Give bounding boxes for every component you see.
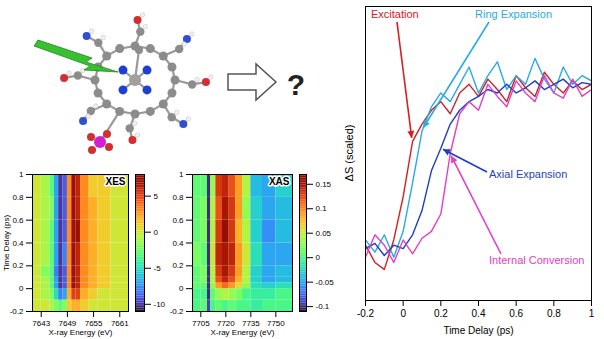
svg-text:-0.05: -0.05 xyxy=(316,278,335,287)
svg-text:X-ray Energy (eV): X-ray Energy (eV) xyxy=(210,328,274,337)
svg-text:7643: 7643 xyxy=(32,319,51,329)
svg-text:0.6: 0.6 xyxy=(12,216,24,225)
svg-text:0: 0 xyxy=(316,253,321,262)
svg-text:-10: -10 xyxy=(154,300,166,309)
svg-text:0.8: 0.8 xyxy=(172,193,184,202)
svg-text:0: 0 xyxy=(179,284,184,293)
svg-text:7720: 7720 xyxy=(216,319,235,329)
svg-text:0: 0 xyxy=(154,228,159,237)
svg-text:1: 1 xyxy=(19,170,24,179)
svg-text:0.4: 0.4 xyxy=(472,308,486,319)
svg-text:Ring Expansion: Ring Expansion xyxy=(475,8,552,20)
svg-text:-0.2: -0.2 xyxy=(10,307,24,316)
svg-text:XES: XES xyxy=(105,176,125,187)
svg-text:ΔS (scaled): ΔS (scaled) xyxy=(343,125,355,182)
svg-text:0.6: 0.6 xyxy=(172,216,184,225)
svg-text:0.2: 0.2 xyxy=(172,261,184,270)
svg-text:0: 0 xyxy=(400,308,406,319)
svg-text:Excitation: Excitation xyxy=(371,8,419,20)
svg-text:0.1: 0.1 xyxy=(316,204,328,213)
svg-text:Internal Conversion: Internal Conversion xyxy=(489,254,584,266)
svg-text:1: 1 xyxy=(179,170,184,179)
svg-text:0.8: 0.8 xyxy=(547,308,561,319)
svg-text:0.4: 0.4 xyxy=(12,239,24,248)
svg-text:0: 0 xyxy=(19,284,24,293)
svg-text:0.05: 0.05 xyxy=(316,229,332,238)
svg-text:-0.1: -0.1 xyxy=(316,302,330,311)
svg-text:0.8: 0.8 xyxy=(12,193,24,202)
svg-text:1: 1 xyxy=(589,308,595,319)
svg-text:7661: 7661 xyxy=(111,319,129,328)
svg-text:X-ray Energy (eV): X-ray Energy (eV) xyxy=(48,328,112,337)
svg-text:7655: 7655 xyxy=(84,319,103,329)
svg-text:0.15: 0.15 xyxy=(316,180,332,189)
svg-text:0.4: 0.4 xyxy=(172,239,184,248)
svg-text:0.2: 0.2 xyxy=(12,261,24,270)
svg-text:7705: 7705 xyxy=(192,319,210,328)
svg-text:5: 5 xyxy=(154,192,159,201)
svg-text:7735: 7735 xyxy=(241,319,260,329)
svg-text:7649: 7649 xyxy=(58,319,77,329)
svg-text:Axial Expansion: Axial Expansion xyxy=(489,168,567,180)
svg-text:-0.2: -0.2 xyxy=(170,307,184,316)
svg-text:-5: -5 xyxy=(154,264,162,273)
svg-text:7750: 7750 xyxy=(266,319,285,329)
svg-text:0.2: 0.2 xyxy=(434,308,448,319)
svg-text:Time Delay (ps): Time Delay (ps) xyxy=(443,325,513,336)
svg-text:0.6: 0.6 xyxy=(509,308,523,319)
svg-text:?: ? xyxy=(287,68,305,101)
svg-text:-0.2: -0.2 xyxy=(357,308,375,319)
svg-text:Time Delay (ps): Time Delay (ps) xyxy=(2,215,11,271)
svg-text:XAS: XAS xyxy=(269,176,290,187)
